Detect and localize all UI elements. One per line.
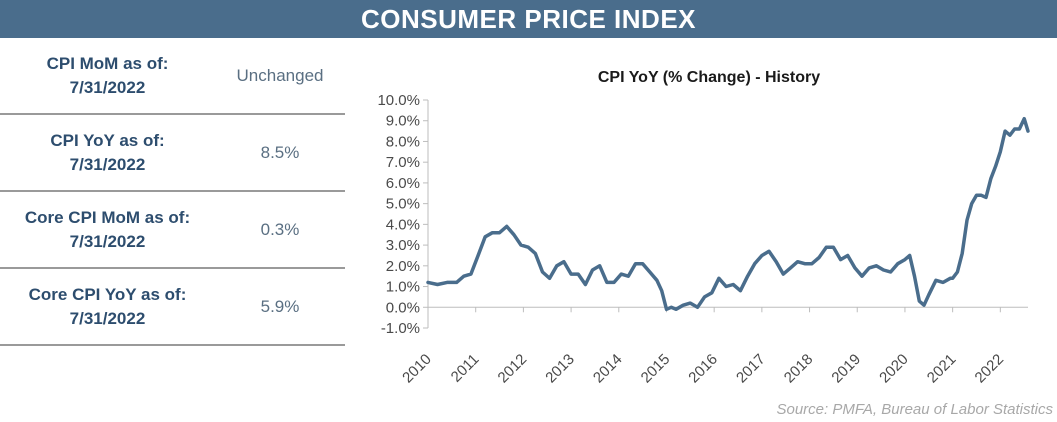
stat-label: CPI YoY as of: 7/31/2022 <box>50 130 165 174</box>
y-tick-label: 8.0% <box>386 133 420 150</box>
stat-row-cpi-yoy: CPI YoY as of: 7/31/2022 8.5% <box>0 115 345 192</box>
stat-label: Core CPI YoY as of: 7/31/2022 <box>28 284 187 328</box>
x-tick-label: 2017 <box>733 351 769 387</box>
y-tick-label: 9.0% <box>386 113 420 130</box>
page-title-banner: CONSUMER PRICE INDEX <box>0 0 1057 38</box>
source-note: Source: PMFA, Bureau of Labor Statistics <box>776 401 1053 418</box>
y-tick-label: -1.0% <box>381 320 420 337</box>
stat-label: Core CPI MoM as of: 7/31/2022 <box>24 207 191 251</box>
series <box>426 116 1030 312</box>
x-tick-label: 2018 <box>781 351 817 387</box>
y-tick-label: 6.0% <box>386 175 420 192</box>
x-tick-label: 2022 <box>972 351 1008 387</box>
stat-value: 5.9% <box>260 296 300 316</box>
chart-title: CPI YoY (% Change) - History <box>598 69 820 86</box>
chart-svg: CPI YoY (% Change) - History -1.0% 0.0% 1.… <box>377 69 1030 387</box>
x-tick-label: 2011 <box>448 351 483 386</box>
x-tick-label: 2015 <box>638 351 674 387</box>
y-tick-label: 7.0% <box>386 154 420 171</box>
y-tick-label: 0.0% <box>386 299 420 316</box>
stat-value: 8.5% <box>260 142 300 162</box>
series-line-cpi-yoy <box>426 116 1030 312</box>
y-axis: -1.0% 0.0% 1.0% 2.0% 3.0% 4.0% 5.0% 6.0% 7.0% 8.0… <box>377 92 429 337</box>
x-tick-label: 2016 <box>685 351 721 387</box>
y-tick-label: 3.0% <box>386 237 420 254</box>
x-tick-label: 2013 <box>542 351 578 387</box>
y-tick-label: 1.0% <box>386 279 420 296</box>
stats-panel: CPI MoM as of: 7/31/2022 Unchanged CPI Y… <box>0 38 345 346</box>
page-title: CONSUMER PRICE INDEX <box>360 3 697 34</box>
x-tick-label: 2019 <box>828 351 864 387</box>
x-tick-label: 2021 <box>924 351 960 387</box>
stat-row-core-cpi-mom: Core CPI MoM as of: 7/31/2022 0.3% <box>0 192 345 269</box>
x-tick-label: 2012 <box>495 351 531 387</box>
y-tick-label: 2.0% <box>386 258 420 275</box>
stat-value: Unchanged <box>236 65 324 85</box>
stat-row-core-cpi-yoy: Core CPI YoY as of: 7/31/2022 5.9% <box>0 269 345 346</box>
cpi-yoy-chart: CPI YoY (% Change) - History -1.0% 0.0% 1.… <box>345 38 1057 422</box>
stat-value: 0.3% <box>260 219 300 239</box>
y-tick-label: 10.0% <box>377 92 420 109</box>
y-tick-label: 5.0% <box>386 196 420 213</box>
x-tick-label: 2010 <box>399 351 435 387</box>
stat-row-cpi-mom: CPI MoM as of: 7/31/2022 Unchanged <box>0 38 345 115</box>
x-tick-label: 2014 <box>590 351 626 387</box>
x-axis: 2010 2011 2012 2013 2014 2015 2016 2017 2018 2019… <box>399 306 1028 387</box>
stat-label: CPI MoM as of: 7/31/2022 <box>46 53 169 97</box>
y-tick-label: 4.0% <box>386 216 420 233</box>
x-tick-label: 2020 <box>876 351 912 387</box>
